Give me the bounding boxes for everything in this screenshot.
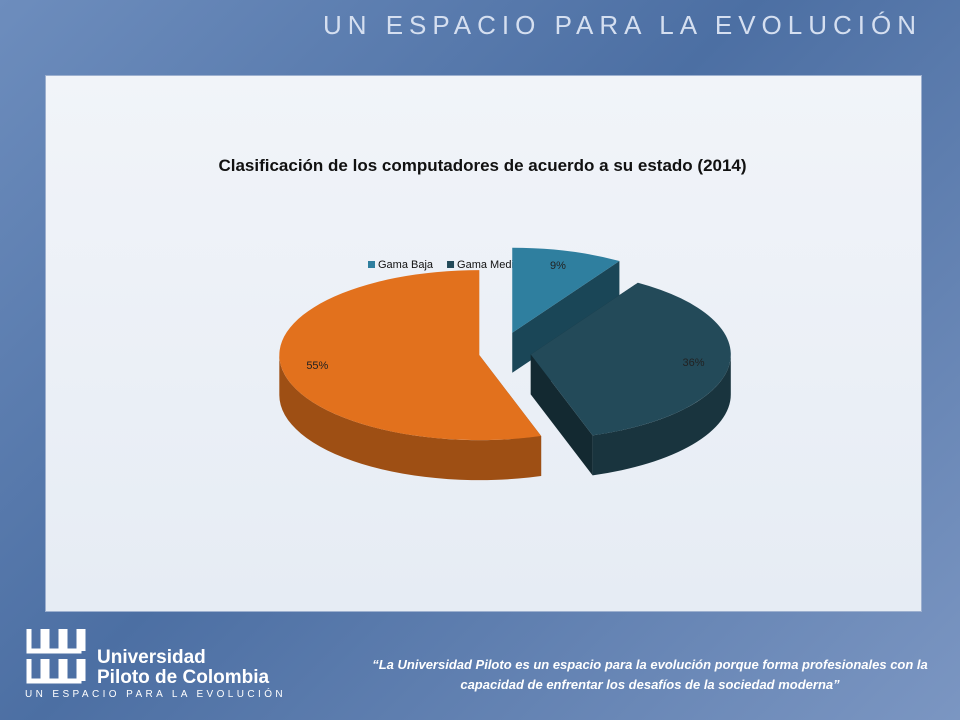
header-tagline: UN ESPACIO PARA LA EVOLUCIÓN <box>322 10 922 40</box>
quote-line: “La Universidad Piloto es un espacio par… <box>372 657 928 672</box>
slice-wall <box>592 354 731 476</box>
data-label: 9% <box>550 260 566 272</box>
slice <box>512 247 620 333</box>
legend-label: Gama Media <box>457 259 521 271</box>
logo-text: Universidad <box>97 647 206 668</box>
legend-swatch <box>368 261 375 268</box>
logo-text: Piloto de Colombia <box>97 667 270 688</box>
slice <box>279 270 542 441</box>
logo-tagline: UN ESPACIO PARA LA EVOLUCIÓN <box>25 689 286 700</box>
content-panel <box>45 75 922 612</box>
slice-side <box>512 261 620 373</box>
slice <box>530 282 731 436</box>
slice-side <box>530 354 593 476</box>
chart-title-box: Clasificación de los computadores de acu… <box>45 155 920 177</box>
data-label: 55% <box>306 360 328 372</box>
slice-wall <box>279 355 542 481</box>
legend-swatch <box>447 261 455 268</box>
data-label: 36% <box>682 357 704 369</box>
quote-line: capacidad de enfrentar los desafíos de l… <box>460 677 840 692</box>
legend-label: Gama Baja <box>378 259 434 271</box>
chart-title: Clasificación de los computadores de acu… <box>218 156 747 175</box>
logo-mark <box>26 629 86 684</box>
quote: “La Universidad Piloto es un espacio par… <box>360 655 940 695</box>
